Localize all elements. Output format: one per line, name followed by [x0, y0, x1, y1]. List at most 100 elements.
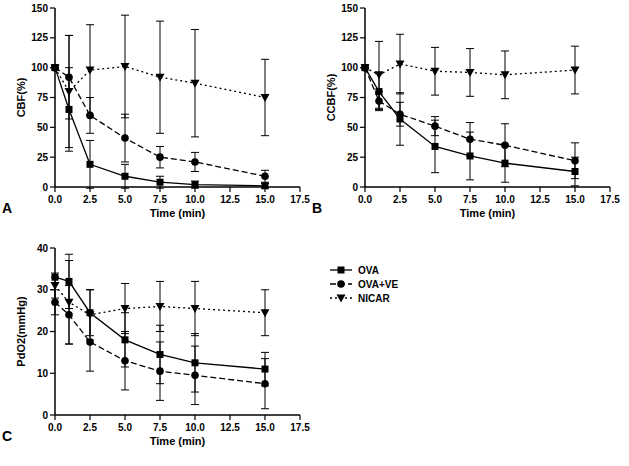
data-point: [156, 153, 164, 161]
data-point: [121, 63, 130, 71]
y-tick: [50, 247, 55, 248]
x-tick-label: 10.0: [185, 194, 205, 205]
data-point: [87, 161, 94, 168]
data-point: [65, 88, 74, 96]
data-point: [261, 172, 269, 180]
error-bar: [65, 35, 73, 147]
data-point: [191, 305, 200, 313]
y-tick: [360, 7, 365, 8]
x-tick: [364, 187, 365, 192]
x-tick: [264, 415, 265, 420]
y-tick-label: 40: [37, 243, 49, 254]
x-tick: [89, 415, 90, 420]
figure: 02550751001251500.02.55.07.510.012.515.0…: [0, 0, 629, 466]
data-point: [431, 68, 440, 76]
data-point: [571, 157, 579, 165]
y-tick: [50, 331, 55, 332]
error-bar: [191, 181, 199, 188]
y-tick-label: 25: [37, 152, 49, 163]
x-tick: [469, 187, 470, 192]
data-point: [86, 311, 95, 319]
legend-label: NICAR: [358, 293, 390, 304]
y-tick: [360, 97, 365, 98]
data-point: [156, 367, 164, 375]
y-tick-label: 0: [42, 182, 48, 193]
plot-area: [51, 254, 270, 408]
x-tick: [54, 415, 55, 420]
legend-marker: [337, 280, 345, 288]
x-tick-label: 17.5: [290, 194, 310, 205]
error-bar: [396, 102, 404, 126]
y-tick: [360, 157, 365, 158]
y-tick-label: 30: [37, 284, 49, 295]
error-bar: [156, 146, 164, 167]
data-point: [156, 303, 165, 311]
x-tick-label: 12.5: [220, 422, 240, 433]
error-bar: [156, 21, 164, 133]
y-tick-label: 75: [37, 92, 49, 103]
x-tick: [159, 415, 160, 420]
error-bar: [121, 164, 129, 188]
y-tick-label: 150: [341, 3, 358, 14]
plot-area: [361, 34, 580, 186]
data-point: [466, 69, 475, 77]
y-tick-label: 50: [37, 122, 49, 133]
error-bar: [396, 34, 404, 94]
error-bar: [261, 359, 269, 409]
data-point: [51, 64, 59, 72]
error-bar: [86, 290, 94, 340]
x-tick-label: 7.5: [153, 422, 167, 433]
x-tick-label: 7.5: [463, 194, 477, 205]
x-tick-label: 5.0: [428, 194, 442, 205]
y-tick-label: 10: [37, 368, 49, 379]
x-tick-label: 0.0: [48, 194, 62, 205]
y-tick-label: 50: [347, 122, 359, 133]
data-point: [362, 64, 369, 71]
data-point: [375, 71, 384, 79]
x-tick: [299, 187, 300, 192]
panel-label: C: [2, 428, 12, 444]
legend-marker: [338, 267, 345, 274]
x-tick-label: 17.5: [600, 194, 620, 205]
legend: OVAOVA+VENICAR: [330, 265, 398, 304]
data-point: [52, 64, 59, 71]
y-tick-label: 20: [37, 326, 49, 337]
y-tick-label: 75: [347, 92, 359, 103]
data-point: [431, 122, 439, 130]
x-tick-label: 15.0: [565, 194, 585, 205]
x-axis: [55, 414, 300, 416]
chart-panel: 02550751001251500.02.55.07.510.012.515.0…: [312, 3, 620, 220]
data-point: [157, 179, 164, 186]
x-tick-label: 7.5: [153, 194, 167, 205]
y-tick: [360, 37, 365, 38]
legend-label: OVA: [358, 265, 379, 276]
error-bar: [191, 281, 199, 335]
x-tick: [229, 415, 230, 420]
y-tick-label: 25: [347, 152, 359, 163]
data-point: [501, 141, 509, 149]
x-tick-label: 2.5: [393, 194, 407, 205]
y-tick: [50, 157, 55, 158]
y-tick-label: 0: [42, 410, 48, 421]
error-bar: [501, 124, 509, 167]
series-line: [55, 286, 265, 315]
y-tick: [50, 373, 55, 374]
x-tick-label: 2.5: [83, 422, 97, 433]
y-tick-label: 150: [31, 3, 48, 14]
error-bar: [466, 49, 474, 97]
data-point: [396, 110, 404, 118]
y-tick-label: 125: [31, 32, 48, 43]
data-point: [361, 64, 369, 72]
data-point: [51, 64, 60, 72]
x-tick-label: 15.0: [255, 422, 275, 433]
data-point: [191, 158, 199, 166]
y-axis-label: CCBF(%): [325, 73, 337, 121]
data-point: [191, 80, 200, 88]
data-point: [121, 357, 129, 365]
x-tick: [574, 187, 575, 192]
y-axis-label: PdO2(mmHg): [15, 296, 27, 367]
data-point: [262, 182, 269, 189]
data-point: [501, 71, 510, 79]
error-bar: [466, 132, 474, 180]
error-bar: [86, 140, 94, 188]
